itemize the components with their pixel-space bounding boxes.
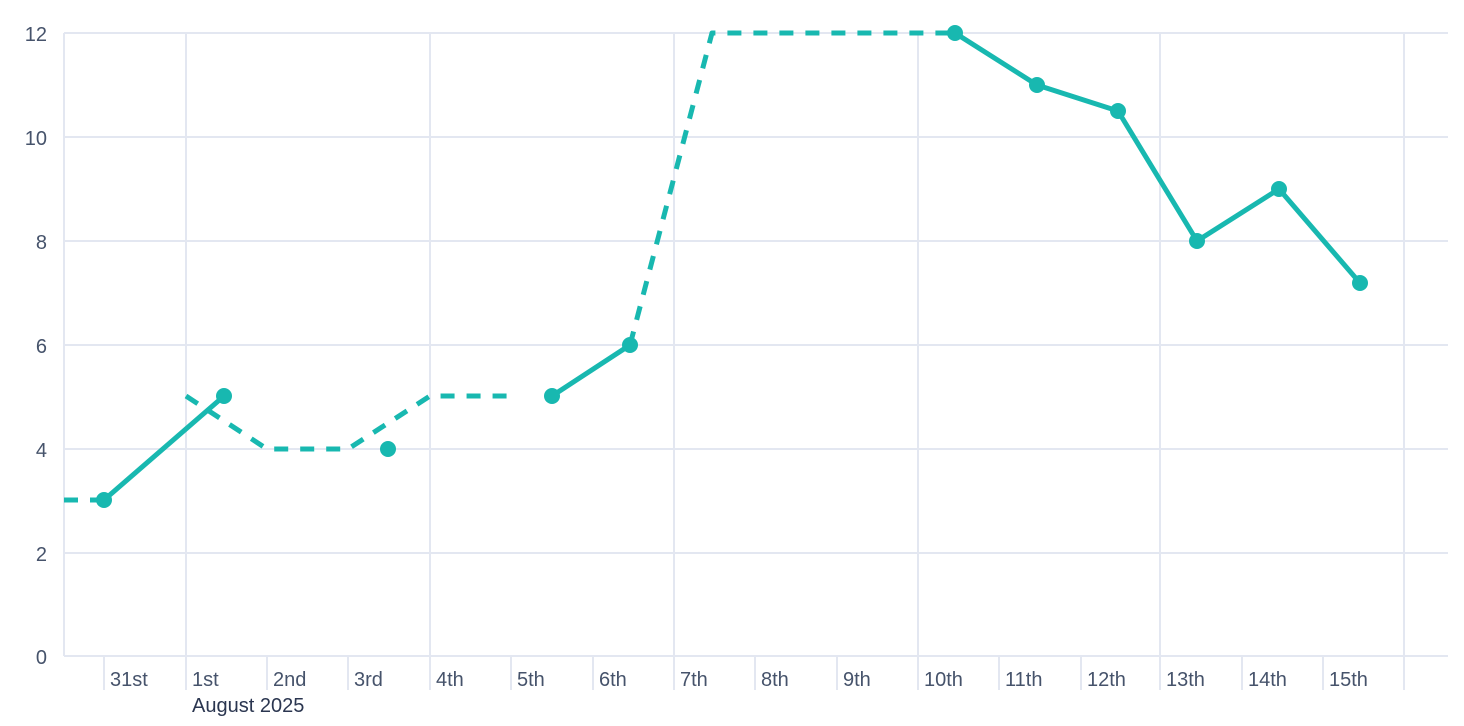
xtick-label-6th: 6th — [599, 669, 627, 691]
xtick-label-14th: 14th — [1248, 669, 1287, 691]
x-axis-unit-label: August 2025 — [192, 695, 304, 717]
xtick-label-11th: 11th — [1005, 669, 1042, 691]
ytick-label-2: 2 — [36, 544, 47, 566]
data-point-marker[interactable] — [622, 337, 638, 353]
data-point-marker[interactable] — [1189, 233, 1205, 249]
segment-dashed-6th-to-10th — [627, 30, 955, 346]
ytick-label-12: 12 — [25, 24, 47, 46]
xtick-label-7th: 7th — [680, 669, 708, 691]
xtick-label-9th: 9th — [843, 669, 871, 691]
data-point-marker[interactable] — [216, 388, 232, 404]
xtick-label-15th: 15th — [1329, 669, 1368, 691]
vertical-gridlines — [63, 33, 1405, 656]
horizontal-gridlines — [64, 32, 1448, 657]
data-point-marker[interactable] — [1029, 77, 1045, 93]
series-line-dashed-segments — [64, 30, 955, 503]
data-point-marker[interactable] — [1352, 275, 1368, 291]
data-point-marker[interactable] — [96, 492, 112, 508]
xtick-label-3rd: 3rd — [354, 669, 383, 691]
xtick-label-2nd: 2nd — [273, 669, 306, 691]
segment-dashed-1st-to-5th — [184, 393, 511, 452]
data-point-marker[interactable] — [1110, 103, 1126, 119]
segment-solid-31st-to-1st — [101, 393, 227, 503]
xtick-label-5th: 5th — [517, 669, 545, 691]
x-axis-ticks — [103, 656, 1405, 690]
x-axis-labels: 31st 1st 2nd 3rd 4th 5th 6th 7th 8th 9th… — [110, 669, 1368, 691]
y-axis-labels: 12 10 8 6 4 2 0 — [25, 24, 47, 669]
data-point-marker[interactable] — [544, 388, 560, 404]
series-line-solid-segments — [101, 30, 1363, 503]
ytick-label-6: 6 — [36, 336, 47, 358]
xtick-label-13th: 13th — [1166, 669, 1205, 691]
data-point-marker[interactable] — [380, 441, 396, 457]
xtick-label-1st: 1st — [192, 669, 219, 691]
data-point-marker[interactable] — [947, 25, 963, 41]
segment-solid-5th-to-6th — [549, 342, 633, 399]
series-data-point-markers — [96, 25, 1368, 508]
data-point-marker[interactable] — [1271, 181, 1287, 197]
xtick-label-12th: 12th — [1087, 669, 1126, 691]
xtick-label-4th: 4th — [436, 669, 464, 691]
ytick-label-4: 4 — [36, 440, 47, 462]
segment-solid-10th-to-15th — [952, 30, 1363, 286]
xtick-label-8th: 8th — [761, 669, 789, 691]
ytick-label-8: 8 — [36, 232, 47, 254]
xtick-label-10th: 10th — [924, 669, 963, 691]
xtick-label-31st: 31st — [110, 669, 148, 691]
ytick-label-0: 0 — [36, 647, 47, 669]
ytick-label-10: 10 — [25, 128, 47, 150]
